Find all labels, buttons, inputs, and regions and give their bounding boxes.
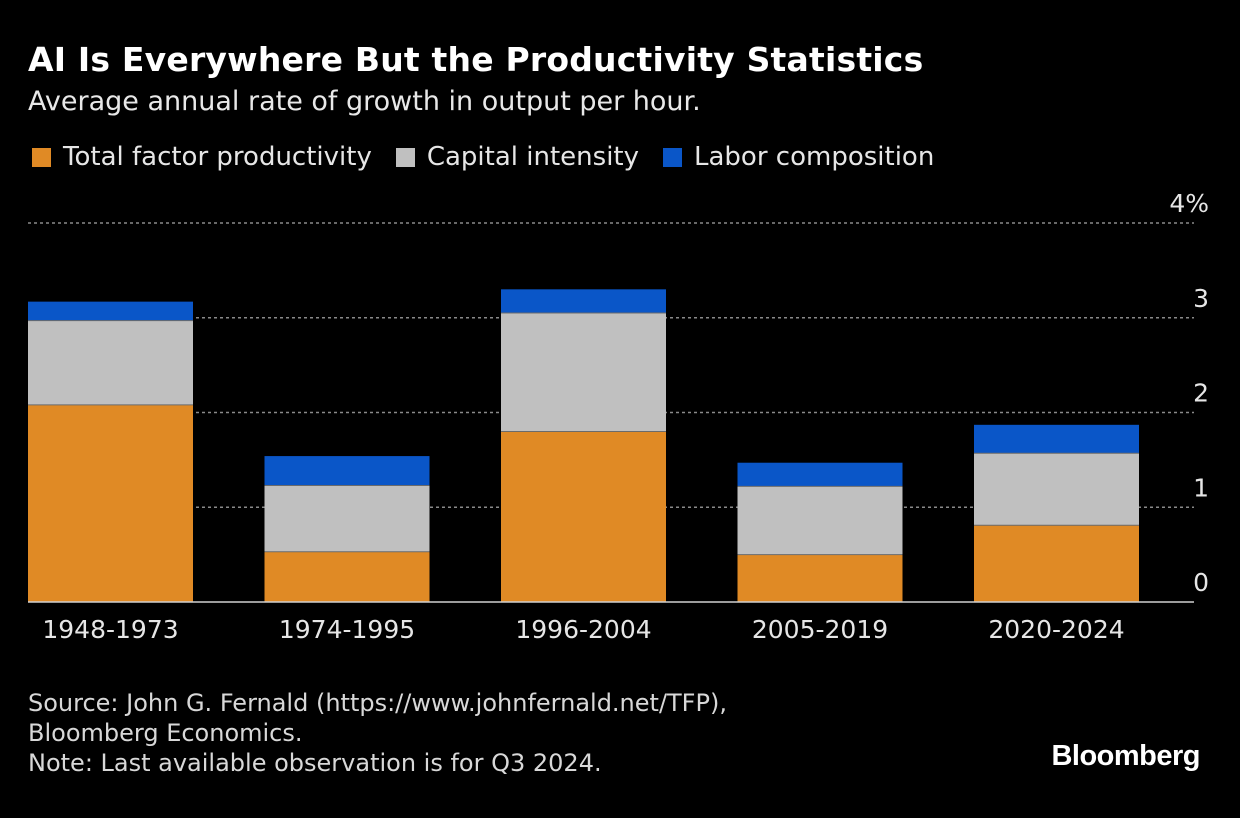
bar-segment-1996-2004-0 xyxy=(501,431,666,602)
bar-segment-2005-2019-1 xyxy=(737,486,903,555)
legend-label-labor: Labor composition xyxy=(694,142,935,172)
y-tick-label-0: 0 xyxy=(1193,568,1209,597)
x-tick-label-0: 1948-1973 xyxy=(42,615,178,644)
source-line-2: Bloomberg Economics. xyxy=(28,719,303,747)
x-tick-label-3: 2005-2019 xyxy=(752,615,888,644)
legend: Total factor productivity Capital intens… xyxy=(32,142,958,172)
note-line: Note: Last available observation is for … xyxy=(28,749,602,777)
bar-segment-2020-2024-2 xyxy=(974,424,1139,454)
bar-segment-1948-1973-2 xyxy=(28,301,193,321)
bar-segment-1948-1973-0 xyxy=(28,404,193,602)
legend-item-tfp: Total factor productivity xyxy=(32,142,372,172)
brand-logo: Bloomberg xyxy=(1051,740,1200,772)
legend-label-tfp: Total factor productivity xyxy=(63,142,372,172)
chart-subtitle: Average annual rate of growth in output … xyxy=(28,86,701,117)
bar-segment-1974-1995-2 xyxy=(264,456,430,486)
bar-segment-1974-1995-1 xyxy=(264,485,430,552)
bar-segment-2020-2024-1 xyxy=(974,453,1139,526)
bar-segment-2005-2019-2 xyxy=(737,462,903,487)
legend-swatch-tfp xyxy=(32,147,51,167)
legend-item-labor: Labor composition xyxy=(663,142,934,172)
y-tick-label-4: 4% xyxy=(1169,189,1209,218)
y-tick-label-3: 3 xyxy=(1193,284,1209,313)
legend-item-capital: Capital intensity xyxy=(395,142,639,172)
bar-segment-1974-1995-0 xyxy=(264,551,430,602)
x-tick-label-1: 1974-1995 xyxy=(279,615,415,644)
legend-label-capital: Capital intensity xyxy=(426,142,639,172)
bar-segment-2005-2019-0 xyxy=(737,554,903,602)
y-tick-label-2: 2 xyxy=(1193,379,1209,408)
bar-segment-1996-2004-2 xyxy=(501,289,666,314)
legend-swatch-labor xyxy=(663,147,682,167)
legend-swatch-capital xyxy=(395,147,415,167)
source-line-1: Source: John G. Fernald (https://www.joh… xyxy=(28,689,727,717)
x-tick-label-4: 2020-2024 xyxy=(988,615,1124,644)
chart-title: AI Is Everywhere But the Productivity St… xyxy=(28,40,924,79)
bar-segment-1996-2004-1 xyxy=(501,313,666,432)
x-tick-label-2: 1996-2004 xyxy=(515,615,651,644)
y-tick-label-1: 1 xyxy=(1193,473,1209,502)
bar-segment-1948-1973-1 xyxy=(28,320,193,405)
bar-segment-2020-2024-0 xyxy=(974,525,1139,602)
footer: Source: John G. Fernald (https://www.joh… xyxy=(28,688,727,778)
